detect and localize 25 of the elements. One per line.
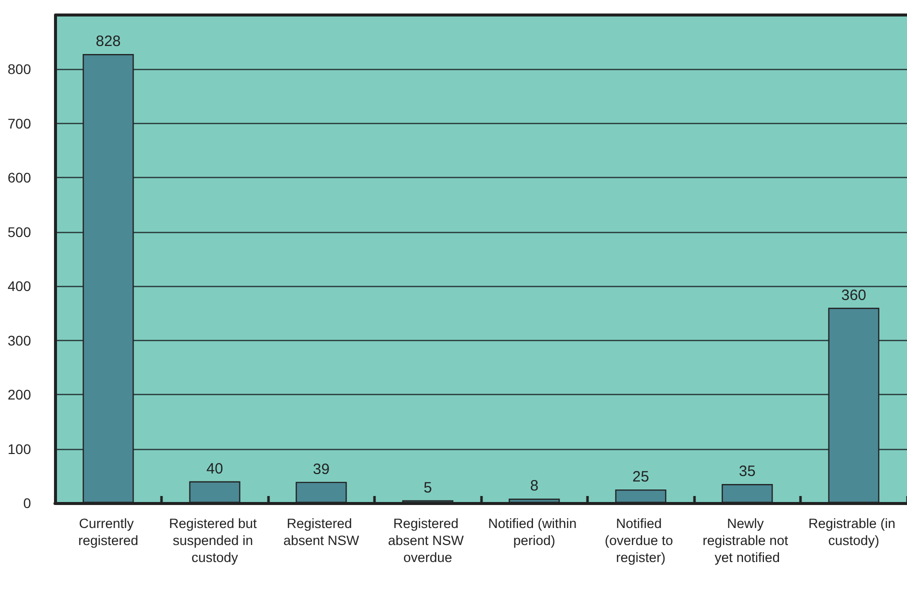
- data-label: 25: [632, 468, 650, 486]
- x-tick-label: Registered absent NSW: [283, 516, 360, 548]
- x-tick-label: Notified (within period): [488, 516, 580, 548]
- y-tick-label: 200: [8, 386, 32, 403]
- x-tick-label: Registered absent NSW overdue: [388, 516, 468, 565]
- data-label: 360: [841, 286, 866, 304]
- y-tick-label: 800: [8, 61, 32, 78]
- x-tick-label: Currently registered: [78, 516, 138, 548]
- x-tick-label: Registrable (in custody): [808, 516, 900, 548]
- x-tick-label: Newly registrable not yet notified: [702, 516, 792, 565]
- y-tick-label: 700: [8, 115, 32, 132]
- data-label: 35: [738, 463, 756, 480]
- y-tick-label: 300: [8, 332, 32, 348]
- data-label: 40: [206, 460, 224, 478]
- x-tick-label: Notified (overdue to register): [604, 516, 677, 565]
- data-label: 8: [530, 478, 538, 495]
- x-tick-label: Registered but suspended in custody: [168, 516, 261, 565]
- y-tick-label: 100: [8, 440, 32, 457]
- y-tick-label: 400: [8, 278, 32, 294]
- data-label: 828: [96, 33, 121, 50]
- y-tick-label: 500: [8, 224, 32, 240]
- y-tick-label: 0: [23, 495, 32, 511]
- data-label: 5: [424, 479, 432, 496]
- y-tick-label: 600: [8, 170, 32, 186]
- data-label: 39: [312, 460, 330, 478]
